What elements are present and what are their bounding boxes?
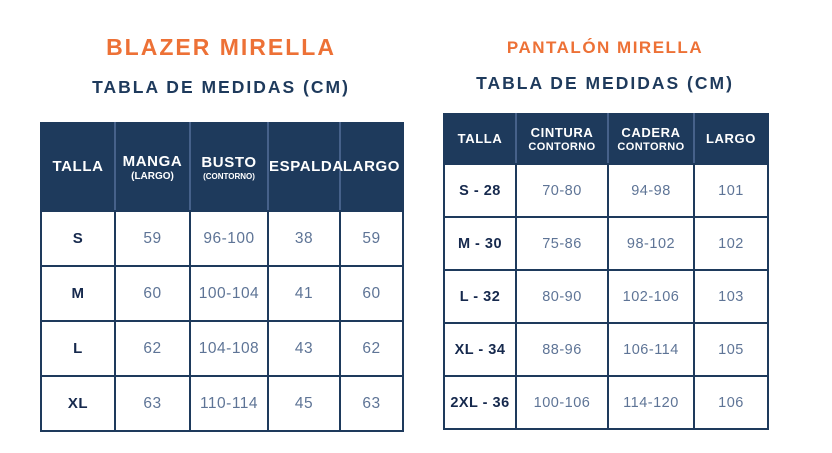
measure-cell: 62 xyxy=(114,320,191,377)
measure-cell: 102-106 xyxy=(607,269,695,324)
column-header-cintura: CINTURA CONTORNO xyxy=(515,113,609,165)
blazer-measurement-table: TALLA MANGA (LARGO) BUSTO (CONTORNO) ESP… xyxy=(40,122,404,432)
measure-cell: 103 xyxy=(693,269,769,324)
measure-cell: 98-102 xyxy=(607,216,695,271)
column-header-talla: TALLA xyxy=(443,113,517,165)
column-header-label: TALLA xyxy=(52,158,104,175)
blazer-subtitle: TABLA DE MEDIDAS (CM) xyxy=(92,77,350,97)
measure-cell: 70-80 xyxy=(515,163,609,218)
column-header-label: CADERA xyxy=(621,125,681,140)
column-header-sublabel: CONTORNO xyxy=(528,141,596,153)
size-label-cell: M - 30 xyxy=(443,216,517,271)
measure-cell: 101 xyxy=(693,163,769,218)
measure-cell: 100-104 xyxy=(189,265,269,322)
measure-cell: 88-96 xyxy=(515,322,609,377)
size-label-cell: XL - 34 xyxy=(443,322,517,377)
column-header-label: LARGO xyxy=(706,131,756,146)
measure-cell: 43 xyxy=(267,320,341,377)
measure-cell: 105 xyxy=(693,322,769,377)
table-row: XL 63 110-114 45 63 xyxy=(40,375,404,432)
measure-cell: 110-114 xyxy=(189,375,269,432)
column-header-largo: LARGO xyxy=(339,122,404,212)
table-row: M - 30 75-86 98-102 102 xyxy=(443,216,769,271)
pantalon-size-chart-panel: PANTALÓN MIRELLA TABLA DE MEDIDAS (CM) T… xyxy=(443,0,769,453)
table-row: L 62 104-108 43 62 xyxy=(40,320,404,377)
table-header-row: TALLA CINTURA CONTORNO CADERA CONTORNO L… xyxy=(443,113,769,165)
measure-cell: 80-90 xyxy=(515,269,609,324)
table-row: S - 28 70-80 94-98 101 xyxy=(443,163,769,218)
measure-cell: 59 xyxy=(114,210,191,267)
size-label-cell: XL xyxy=(40,375,116,432)
measure-cell: 106-114 xyxy=(607,322,695,377)
column-header-espalda: ESPALDA xyxy=(267,122,344,212)
column-header-label: CINTURA xyxy=(530,125,594,140)
column-header-label: BUSTO xyxy=(201,153,257,171)
table-row: L - 32 80-90 102-106 103 xyxy=(443,269,769,324)
column-header-label: LARGO xyxy=(342,158,401,175)
measure-cell: 62 xyxy=(339,320,404,377)
pantalon-subtitle: TABLA DE MEDIDAS (CM) xyxy=(476,73,734,93)
pantalon-measurement-table: TALLA CINTURA CONTORNO CADERA CONTORNO L… xyxy=(443,113,769,430)
size-label-cell: M xyxy=(40,265,116,322)
pantalon-title: PANTALÓN MIRELLA xyxy=(506,38,704,57)
measure-cell: 106 xyxy=(693,375,769,430)
size-label-cell: L - 32 xyxy=(443,269,517,324)
measure-cell: 75-86 xyxy=(515,216,609,271)
measure-cell: 63 xyxy=(114,375,191,432)
measure-cell: 41 xyxy=(267,265,341,322)
measure-cell: 102 xyxy=(693,216,769,271)
measure-cell: 96-100 xyxy=(189,210,269,267)
measure-cell: 94-98 xyxy=(607,163,695,218)
measure-cell: 38 xyxy=(267,210,341,267)
measure-cell: 59 xyxy=(339,210,404,267)
size-label-cell: S xyxy=(40,210,116,267)
column-header-manga: MANGA (LARGO) xyxy=(114,122,191,212)
table-row: XL - 34 88-96 106-114 105 xyxy=(443,322,769,377)
measure-cell: 63 xyxy=(339,375,404,432)
column-header-sublabel: (CONTORNO) xyxy=(203,171,255,181)
blazer-size-chart-panel: BLAZER MIRELLA TABLA DE MEDIDAS (CM) TAL… xyxy=(40,0,404,453)
size-label-cell: S - 28 xyxy=(443,163,517,218)
column-header-label: TALLA xyxy=(457,131,503,146)
column-header-cadera: CADERA CONTORNO xyxy=(607,113,695,165)
blazer-title: BLAZER MIRELLA xyxy=(106,34,336,60)
measure-cell: 60 xyxy=(339,265,404,322)
column-header-busto: BUSTO (CONTORNO) xyxy=(189,122,269,212)
measure-cell: 114-120 xyxy=(607,375,695,430)
column-header-sublabel: CONTORNO xyxy=(617,141,685,153)
size-label-cell: L xyxy=(40,320,116,377)
column-header-label: MANGA xyxy=(122,152,183,170)
measure-cell: 45 xyxy=(267,375,341,432)
size-label-cell: 2XL - 36 xyxy=(443,375,517,430)
column-header-talla: TALLA xyxy=(40,122,116,212)
table-row: 2XL - 36 100-106 114-120 106 xyxy=(443,375,769,430)
measure-cell: 60 xyxy=(114,265,191,322)
table-row: M 60 100-104 41 60 xyxy=(40,265,404,322)
column-header-largo: LARGO xyxy=(693,113,769,165)
column-header-label: ESPALDA xyxy=(269,158,344,175)
measure-cell: 100-106 xyxy=(515,375,609,430)
table-header-row: TALLA MANGA (LARGO) BUSTO (CONTORNO) ESP… xyxy=(40,122,404,212)
column-header-sublabel: (LARGO) xyxy=(131,170,174,182)
table-row: S 59 96-100 38 59 xyxy=(40,210,404,267)
measure-cell: 104-108 xyxy=(189,320,269,377)
